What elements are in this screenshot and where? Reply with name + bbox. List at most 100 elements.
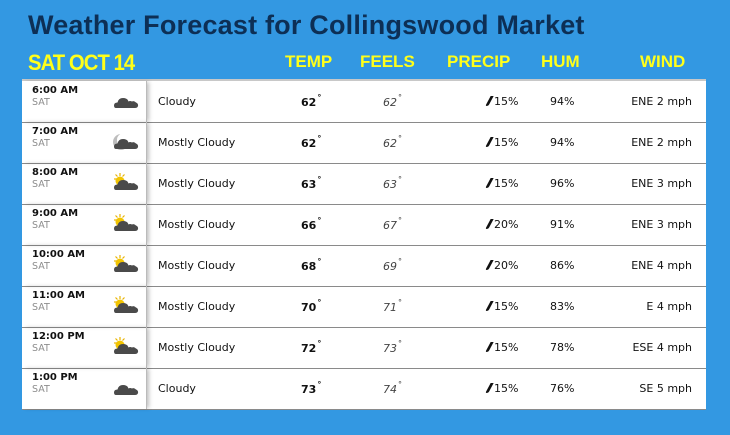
time-label: 8:00 AM bbox=[32, 167, 79, 178]
column-header-wind: WIND bbox=[640, 52, 686, 71]
temp-value: 72° bbox=[301, 339, 322, 355]
precip-value: 15% bbox=[485, 341, 518, 354]
mostly-cloudy-day-icon bbox=[110, 253, 140, 275]
table-row[interactable]: 9:00 AM SAT Mostly Cloudy 66° 67° 20% 91… bbox=[22, 204, 706, 246]
column-header-hum: HUM bbox=[541, 52, 580, 71]
day-label: SAT bbox=[32, 343, 50, 354]
time-label: 6:00 AM bbox=[32, 85, 79, 96]
raindrop-icon bbox=[485, 301, 494, 311]
day-label: SAT bbox=[32, 220, 50, 231]
humidity-value: 96% bbox=[550, 177, 575, 190]
temp-value: 68° bbox=[301, 257, 322, 273]
temp-value: 62° bbox=[301, 93, 322, 109]
cloudy-icon bbox=[110, 89, 140, 111]
condition-label: Mostly Cloudy bbox=[158, 218, 236, 231]
time-cell: 6:00 AM SAT bbox=[22, 81, 147, 122]
temp-value: 62° bbox=[301, 134, 322, 150]
precip-value: 15% bbox=[485, 177, 518, 190]
mostly-cloudy-day-icon bbox=[110, 294, 140, 316]
date-label: SAT OCT 14 bbox=[28, 50, 135, 75]
condition-label: Mostly Cloudy bbox=[158, 177, 236, 190]
table-row[interactable]: 1:00 PM SAT Cloudy 73° 74° 15% 76% SE 5 … bbox=[22, 368, 706, 410]
raindrop-icon bbox=[485, 137, 494, 147]
precip-value: 15% bbox=[485, 300, 518, 313]
time-cell: 12:00 PM SAT bbox=[22, 327, 147, 368]
precip-value: 20% bbox=[485, 259, 518, 272]
feels-value: 67° bbox=[383, 216, 402, 232]
humidity-value: 86% bbox=[550, 259, 575, 272]
raindrop-icon bbox=[485, 342, 494, 352]
column-header-temp: TEMP bbox=[285, 52, 333, 71]
feels-value: 62° bbox=[383, 93, 402, 109]
day-label: SAT bbox=[32, 138, 50, 149]
day-label: SAT bbox=[32, 384, 50, 395]
feels-value: 69° bbox=[383, 257, 402, 273]
condition-label: Mostly Cloudy bbox=[158, 259, 236, 272]
cloudy-icon bbox=[110, 376, 140, 398]
time-cell: 1:00 PM SAT bbox=[22, 368, 147, 409]
condition-label: Cloudy bbox=[158, 382, 196, 395]
forecast-table: 6:00 AM SAT Cloudy 62° 62° 15% 94% ENE 2… bbox=[22, 79, 706, 410]
precip-value: 15% bbox=[485, 382, 518, 395]
feels-value: 73° bbox=[383, 339, 402, 355]
time-cell: 7:00 AM SAT bbox=[22, 122, 147, 163]
precip-value: 15% bbox=[485, 95, 518, 108]
column-header-feels: FEELS bbox=[360, 52, 415, 71]
table-row[interactable]: 8:00 AM SAT Mostly Cloudy 63° 63° 15% 96… bbox=[22, 163, 706, 205]
wind-value: ENE 3 mph bbox=[631, 218, 692, 231]
condition-label: Mostly Cloudy bbox=[158, 341, 236, 354]
humidity-value: 94% bbox=[550, 136, 575, 149]
feels-value: 71° bbox=[383, 298, 402, 314]
time-cell: 11:00 AM SAT bbox=[22, 286, 147, 327]
feels-value: 63° bbox=[383, 175, 402, 191]
mostly-cloudy-day-icon bbox=[110, 212, 140, 234]
humidity-value: 76% bbox=[550, 382, 575, 395]
column-header-precip: PRECIP bbox=[447, 52, 511, 71]
wind-value: ENE 4 mph bbox=[631, 259, 692, 272]
wind-value: ENE 2 mph bbox=[631, 95, 692, 108]
time-label: 12:00 PM bbox=[32, 331, 85, 342]
raindrop-icon bbox=[485, 219, 494, 229]
feels-value: 62° bbox=[383, 134, 402, 150]
humidity-value: 94% bbox=[550, 95, 575, 108]
temp-value: 70° bbox=[301, 298, 322, 314]
raindrop-icon bbox=[485, 383, 494, 393]
mostly-cloudy-day-icon bbox=[110, 335, 140, 357]
wind-value: ESE 4 mph bbox=[632, 341, 692, 354]
time-label: 1:00 PM bbox=[32, 372, 78, 383]
mostly-cloudy-day-icon bbox=[110, 171, 140, 193]
feels-value: 74° bbox=[383, 380, 402, 396]
temp-value: 66° bbox=[301, 216, 322, 232]
day-label: SAT bbox=[32, 97, 50, 108]
wind-value: ENE 2 mph bbox=[631, 136, 692, 149]
condition-label: Mostly Cloudy bbox=[158, 136, 236, 149]
day-label: SAT bbox=[32, 261, 50, 272]
raindrop-icon bbox=[485, 178, 494, 188]
table-row[interactable]: 10:00 AM SAT Mostly Cloudy 68° 69° 20% 8… bbox=[22, 245, 706, 287]
mostly-cloudy-night-icon bbox=[110, 130, 140, 152]
table-row[interactable]: 11:00 AM SAT Mostly Cloudy 70° 71° 15% 8… bbox=[22, 286, 706, 328]
raindrop-icon bbox=[485, 96, 494, 106]
precip-value: 20% bbox=[485, 218, 518, 231]
humidity-value: 91% bbox=[550, 218, 575, 231]
table-row[interactable]: 12:00 PM SAT Mostly Cloudy 72° 73° 15% 7… bbox=[22, 327, 706, 369]
time-cell: 10:00 AM SAT bbox=[22, 245, 147, 286]
temp-value: 73° bbox=[301, 380, 322, 396]
wind-value: ENE 3 mph bbox=[631, 177, 692, 190]
time-cell: 9:00 AM SAT bbox=[22, 204, 147, 245]
humidity-value: 78% bbox=[550, 341, 575, 354]
humidity-value: 83% bbox=[550, 300, 575, 313]
condition-label: Mostly Cloudy bbox=[158, 300, 236, 313]
time-label: 7:00 AM bbox=[32, 126, 79, 137]
day-label: SAT bbox=[32, 302, 50, 313]
raindrop-icon bbox=[485, 260, 494, 270]
condition-label: Cloudy bbox=[158, 95, 196, 108]
time-label: 10:00 AM bbox=[32, 249, 86, 260]
time-cell: 8:00 AM SAT bbox=[22, 163, 147, 204]
wind-value: SE 5 mph bbox=[639, 382, 692, 395]
page-title: Weather Forecast for Collingswood Market bbox=[28, 10, 585, 40]
time-label: 9:00 AM bbox=[32, 208, 79, 219]
table-row[interactable]: 7:00 AM SAT Mostly Cloudy 62° 62° 15% 94… bbox=[22, 122, 706, 164]
time-label: 11:00 AM bbox=[32, 290, 86, 301]
table-row[interactable]: 6:00 AM SAT Cloudy 62° 62° 15% 94% ENE 2… bbox=[22, 81, 706, 123]
